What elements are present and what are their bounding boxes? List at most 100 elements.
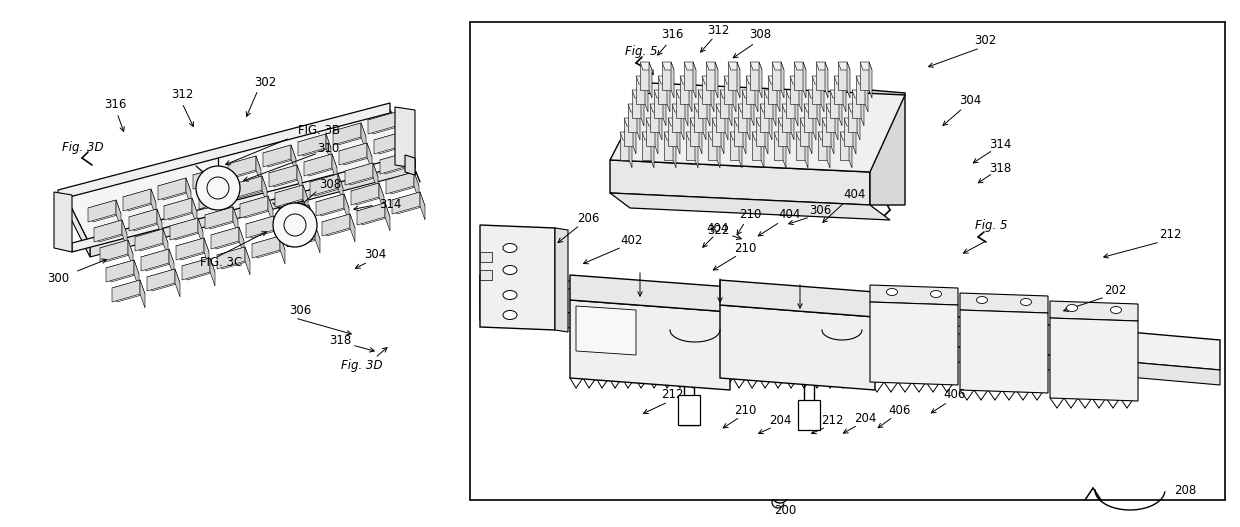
Polygon shape	[717, 132, 720, 168]
Text: 318: 318	[988, 161, 1011, 174]
Ellipse shape	[794, 308, 807, 316]
Polygon shape	[221, 167, 226, 195]
Polygon shape	[746, 76, 758, 84]
Polygon shape	[786, 90, 795, 118]
Ellipse shape	[954, 326, 967, 334]
Polygon shape	[386, 172, 414, 194]
Polygon shape	[646, 118, 655, 146]
Polygon shape	[742, 90, 751, 118]
Text: 312: 312	[707, 24, 729, 36]
Polygon shape	[339, 143, 367, 165]
Polygon shape	[773, 62, 784, 70]
Polygon shape	[239, 227, 244, 255]
Polygon shape	[198, 218, 203, 246]
Polygon shape	[570, 300, 730, 390]
Polygon shape	[640, 62, 649, 90]
Text: 406: 406	[889, 404, 911, 416]
Bar	[480, 252, 492, 262]
Polygon shape	[112, 280, 145, 302]
Text: 212: 212	[821, 414, 843, 426]
Ellipse shape	[503, 290, 517, 299]
Polygon shape	[673, 132, 676, 168]
Ellipse shape	[1066, 305, 1078, 311]
Polygon shape	[724, 76, 737, 84]
Polygon shape	[681, 104, 684, 140]
Polygon shape	[827, 132, 830, 168]
Polygon shape	[123, 189, 151, 211]
Polygon shape	[739, 132, 742, 168]
Polygon shape	[480, 275, 1220, 370]
Polygon shape	[234, 176, 267, 198]
Polygon shape	[650, 104, 658, 132]
Polygon shape	[812, 76, 825, 84]
Text: 210: 210	[739, 209, 761, 221]
Text: 306: 306	[808, 203, 831, 217]
Polygon shape	[804, 104, 816, 112]
Text: 212: 212	[1158, 229, 1182, 241]
Polygon shape	[408, 152, 413, 180]
Polygon shape	[838, 62, 847, 90]
Polygon shape	[680, 76, 689, 104]
Polygon shape	[724, 76, 733, 104]
Text: 210: 210	[734, 241, 756, 255]
Polygon shape	[759, 62, 763, 98]
Polygon shape	[193, 167, 221, 189]
Polygon shape	[269, 165, 303, 187]
Polygon shape	[764, 90, 773, 118]
Polygon shape	[773, 90, 776, 126]
Polygon shape	[738, 104, 746, 132]
Polygon shape	[368, 112, 401, 134]
Polygon shape	[396, 112, 401, 140]
Polygon shape	[141, 249, 169, 271]
Polygon shape	[205, 207, 238, 229]
Text: FIG. 3C: FIG. 3C	[200, 256, 242, 268]
Polygon shape	[808, 118, 812, 154]
Text: 404: 404	[779, 209, 801, 221]
Polygon shape	[869, 62, 872, 98]
Polygon shape	[856, 76, 868, 84]
Polygon shape	[640, 62, 652, 70]
Polygon shape	[734, 118, 746, 126]
Polygon shape	[651, 132, 653, 168]
Text: Fig. 5: Fig. 5	[975, 219, 1007, 231]
Ellipse shape	[503, 243, 517, 252]
Text: 210: 210	[734, 404, 756, 416]
Polygon shape	[217, 247, 246, 269]
Polygon shape	[835, 76, 846, 84]
Polygon shape	[88, 200, 122, 222]
Polygon shape	[246, 247, 250, 275]
Polygon shape	[157, 178, 186, 200]
Polygon shape	[750, 62, 763, 70]
Ellipse shape	[887, 288, 898, 296]
Circle shape	[196, 166, 241, 210]
Polygon shape	[350, 214, 355, 242]
Polygon shape	[804, 104, 813, 132]
Polygon shape	[164, 198, 197, 220]
Polygon shape	[839, 132, 852, 140]
Polygon shape	[689, 118, 702, 126]
Polygon shape	[405, 155, 415, 175]
Text: 404: 404	[843, 189, 867, 201]
Polygon shape	[693, 62, 696, 98]
Polygon shape	[228, 156, 260, 178]
Polygon shape	[234, 176, 262, 198]
Polygon shape	[205, 207, 233, 229]
Polygon shape	[768, 76, 780, 84]
Polygon shape	[667, 76, 670, 112]
Polygon shape	[796, 132, 805, 160]
Text: 308: 308	[749, 28, 771, 42]
Polygon shape	[182, 258, 210, 280]
Polygon shape	[808, 90, 820, 98]
Polygon shape	[866, 76, 868, 112]
Polygon shape	[367, 143, 372, 171]
Polygon shape	[205, 238, 210, 266]
Polygon shape	[316, 194, 343, 216]
Text: FIG. 3B: FIG. 3B	[298, 123, 340, 136]
Polygon shape	[345, 163, 378, 185]
Polygon shape	[263, 145, 291, 167]
Polygon shape	[641, 90, 644, 126]
Polygon shape	[852, 90, 864, 98]
Polygon shape	[480, 305, 1220, 385]
Polygon shape	[686, 132, 694, 160]
Polygon shape	[751, 132, 761, 160]
